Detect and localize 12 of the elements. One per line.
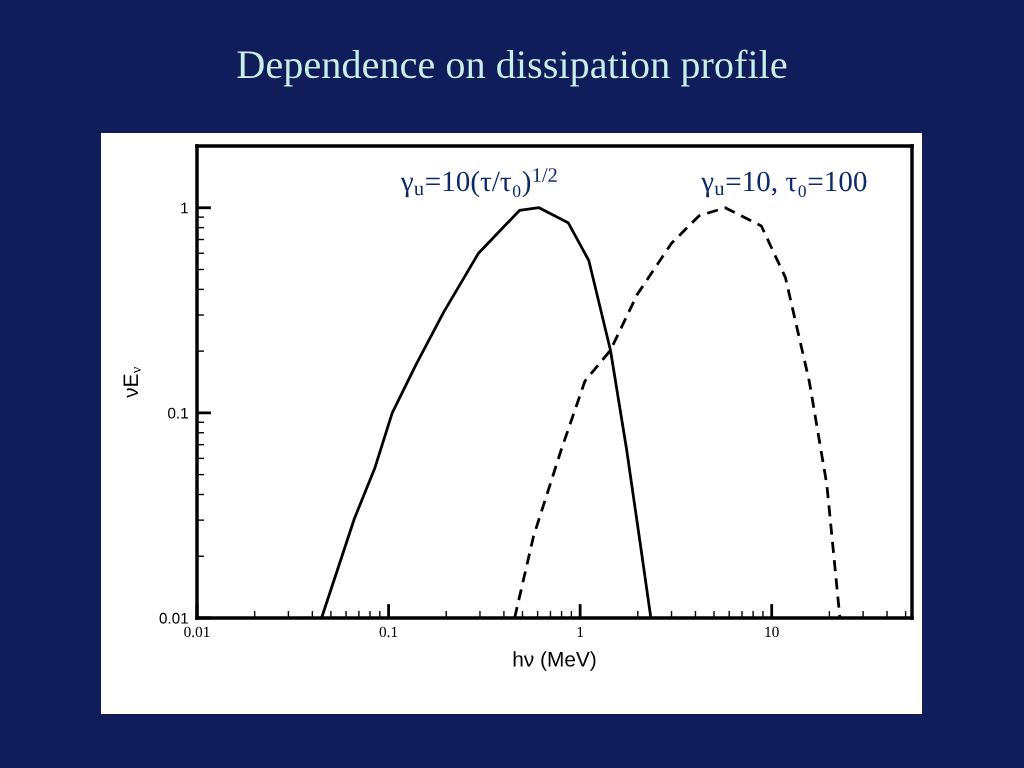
x-axis-title: hν (MeV) (513, 651, 596, 671)
y-tick-label: 1 (181, 202, 188, 214)
x-tick-label: 10 (765, 626, 779, 638)
y-axis-title: νE$_{ν}$ (123, 367, 141, 398)
x-tick-label: 1 (577, 626, 584, 637)
series-label: γ$_{u}$=10, τ₀=100 (701, 171, 867, 198)
x-tick-label: 0.1 (379, 626, 398, 638)
y-tick-label: 0.1 (168, 407, 188, 419)
x-tick-label: 0.01 (184, 626, 210, 638)
chart-title: Dependence on dissipation profile (237, 49, 787, 87)
y-tick-label: 0.01 (159, 612, 188, 624)
series-label: γ$_{u}$=10(τ/τ₀)$^{1/2}$ (400, 168, 557, 198)
